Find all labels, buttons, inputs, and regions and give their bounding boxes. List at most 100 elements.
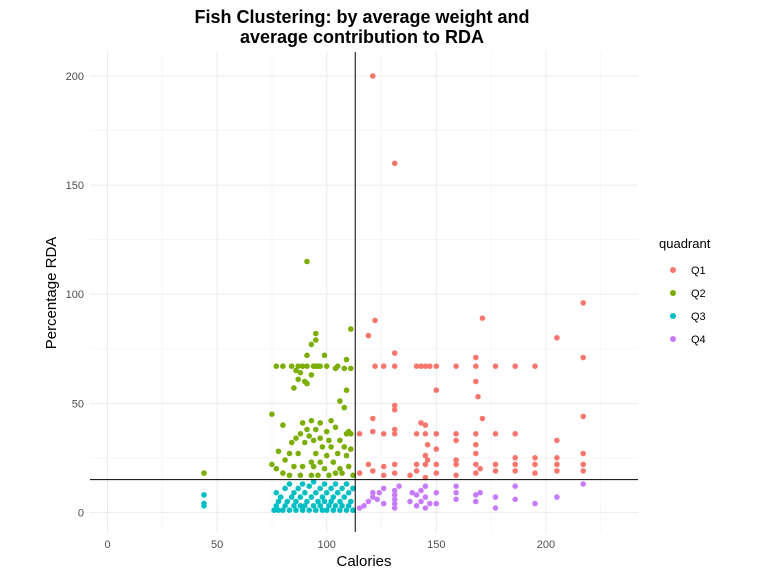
data-point [492, 363, 499, 370]
data-point [308, 459, 315, 466]
series-q4 [356, 481, 586, 511]
data-point [345, 503, 352, 509]
data-point [337, 437, 343, 444]
data-point [477, 465, 484, 472]
data-point [317, 459, 324, 466]
data-point [473, 378, 479, 385]
data-point [343, 507, 350, 513]
data-point [479, 415, 486, 422]
data-point [407, 498, 413, 505]
data-point [453, 483, 459, 490]
data-point [427, 363, 433, 370]
data-point [321, 465, 328, 472]
data-point [391, 363, 398, 370]
data-point [532, 470, 538, 476]
data-point [293, 498, 299, 505]
data-point [321, 352, 328, 359]
data-point [313, 450, 319, 457]
data-point [380, 431, 387, 437]
y-tick-label: 150 [66, 180, 84, 192]
x-tick-label: 100 [318, 539, 336, 551]
data-point [297, 494, 304, 500]
legend-key-q3 [670, 313, 676, 319]
data-point [433, 363, 440, 370]
data-point [422, 494, 429, 500]
data-point [323, 452, 330, 459]
data-point [308, 494, 315, 500]
data-point [297, 369, 304, 376]
data-point [328, 498, 334, 505]
data-point [269, 461, 275, 468]
data-point [295, 485, 302, 492]
data-point [391, 487, 398, 494]
data-point [433, 500, 440, 507]
data-point [453, 457, 459, 463]
data-point [512, 431, 518, 437]
data-point [286, 472, 293, 479]
data-point [554, 468, 560, 474]
data-point [317, 420, 324, 426]
data-point [580, 481, 586, 487]
data-point [380, 363, 387, 370]
data-point [295, 450, 302, 457]
data-point [310, 479, 317, 485]
data-point [350, 485, 356, 492]
data-point [343, 356, 350, 363]
data-point [201, 503, 207, 509]
data-point [280, 470, 286, 476]
data-point [348, 326, 354, 332]
data-point [580, 461, 586, 468]
data-point [554, 455, 560, 461]
data-point [330, 494, 337, 500]
data-point [286, 481, 293, 487]
data-point [343, 481, 350, 487]
data-point [275, 498, 282, 505]
data-point [308, 372, 315, 378]
chart-title-line-1: Fish Clustering: by average weight and [194, 7, 529, 27]
data-point [304, 426, 310, 433]
data-point [370, 468, 376, 474]
data-point [345, 463, 352, 470]
y-tick-label: 50 [72, 398, 84, 410]
data-point [433, 470, 440, 476]
data-point [201, 492, 207, 498]
data-point [275, 507, 282, 513]
data-point [477, 489, 484, 496]
data-point [317, 485, 324, 492]
data-point [473, 461, 479, 468]
data-point [291, 463, 297, 470]
data-point [453, 431, 459, 437]
data-point [427, 500, 433, 507]
data-point [370, 494, 376, 500]
data-point [323, 489, 330, 496]
y-tick-label: 0 [78, 507, 84, 519]
data-point [299, 420, 306, 426]
y-tick-label: 100 [66, 289, 84, 301]
data-point [413, 503, 420, 509]
data-point [332, 503, 339, 509]
data-point [473, 441, 479, 448]
x-tick-label: 200 [537, 539, 555, 551]
data-point [370, 428, 376, 435]
data-point [323, 507, 330, 513]
data-point [453, 496, 459, 503]
data-point [475, 393, 481, 400]
data-point [304, 380, 310, 387]
data-point [282, 503, 288, 509]
data-point [269, 411, 275, 418]
axis-ticks: 0 50 100 150 200 0 50 100 150 200 [66, 71, 555, 551]
data-point [302, 439, 308, 446]
y-tick-label: 200 [66, 71, 84, 83]
data-point [306, 507, 313, 513]
data-point [288, 494, 295, 500]
data-point [391, 402, 398, 409]
data-point [479, 315, 486, 322]
data-point [326, 472, 332, 479]
data-point [453, 461, 459, 468]
x-tick-label: 150 [427, 539, 445, 551]
data-point [512, 496, 518, 503]
data-point [422, 505, 429, 511]
data-point [315, 498, 321, 505]
data-point [273, 489, 280, 496]
data-point [284, 498, 291, 505]
